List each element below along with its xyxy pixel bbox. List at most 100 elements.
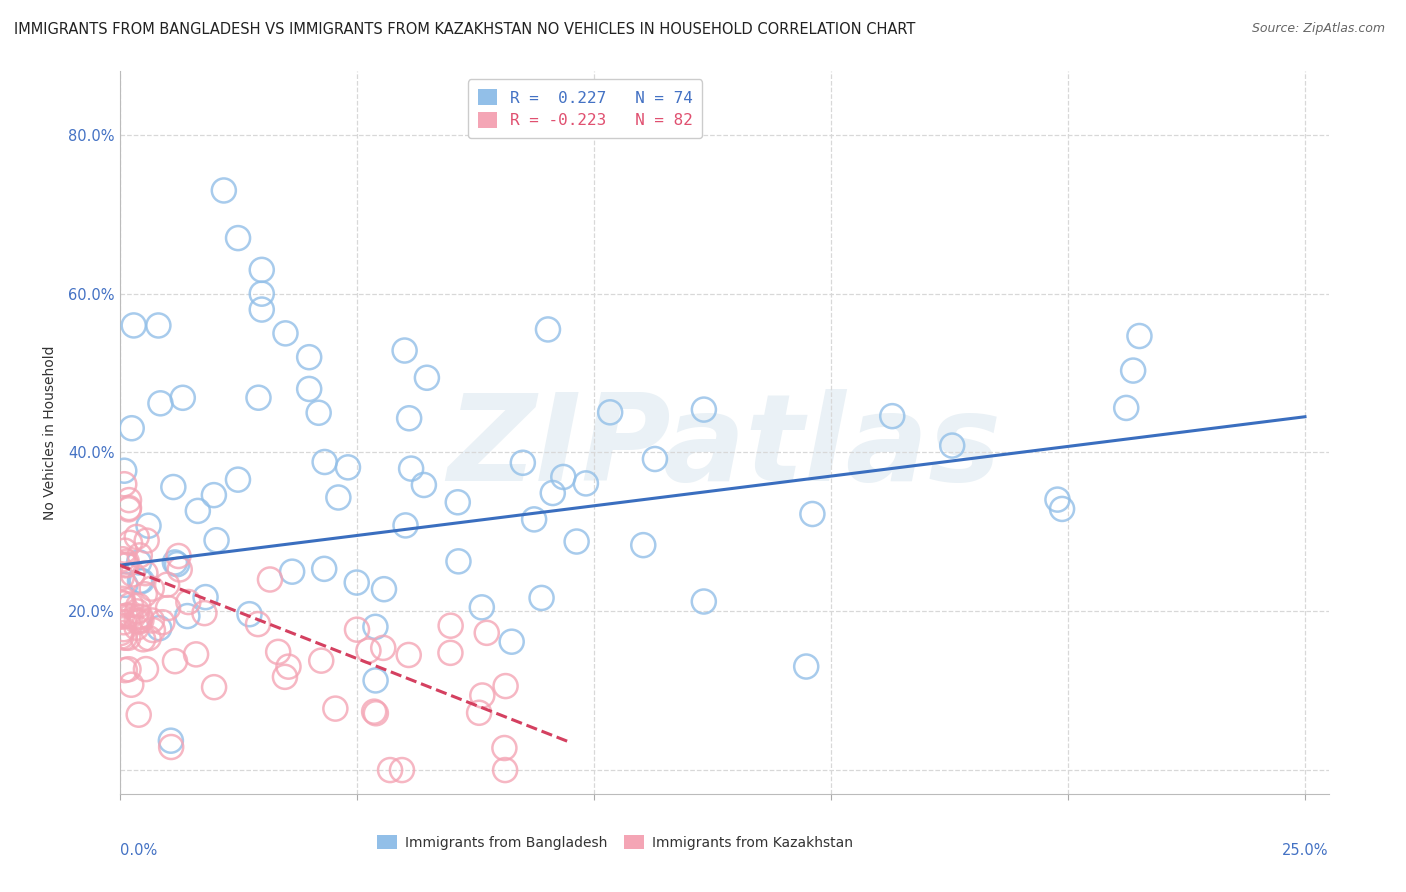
Point <box>128 556 150 570</box>
Point <box>111 591 134 606</box>
Point <box>115 558 138 572</box>
Point <box>114 663 136 677</box>
Point <box>501 634 523 648</box>
Point <box>328 491 350 505</box>
Point <box>156 578 179 592</box>
Point <box>112 615 135 630</box>
Point <box>357 643 380 657</box>
Point <box>205 533 228 548</box>
Point <box>565 534 588 549</box>
Point <box>373 640 395 655</box>
Legend: Immigrants from Bangladesh, Immigrants from Kazakhstan: Immigrants from Bangladesh, Immigrants f… <box>373 830 859 855</box>
Point <box>391 763 413 777</box>
Point <box>394 518 416 533</box>
Point <box>148 621 170 635</box>
Point <box>274 670 297 684</box>
Point <box>394 343 416 358</box>
Point <box>468 706 491 720</box>
Point <box>314 455 336 469</box>
Point <box>267 645 290 659</box>
Point <box>114 609 136 624</box>
Point <box>141 614 163 628</box>
Point <box>309 654 332 668</box>
Point <box>111 552 134 566</box>
Point <box>193 606 215 620</box>
Point <box>125 530 148 544</box>
Point <box>277 659 299 673</box>
Point <box>250 286 273 301</box>
Point <box>163 654 186 668</box>
Point <box>135 533 157 548</box>
Point <box>112 477 135 491</box>
Point <box>274 326 297 341</box>
Point <box>163 556 186 570</box>
Point <box>149 396 172 410</box>
Point <box>439 646 461 660</box>
Point <box>373 582 395 597</box>
Text: ZIPatlas: ZIPatlas <box>447 389 1001 506</box>
Point <box>142 623 165 637</box>
Point <box>475 625 498 640</box>
Point <box>416 370 439 384</box>
Point <box>150 615 173 630</box>
Point <box>246 617 269 632</box>
Point <box>471 600 494 615</box>
Point <box>346 623 368 637</box>
Point <box>134 587 156 601</box>
Point <box>794 659 817 673</box>
Point <box>167 549 190 563</box>
Point <box>128 707 150 722</box>
Point <box>537 322 560 336</box>
Point <box>364 620 387 634</box>
Point <box>131 574 153 588</box>
Point <box>132 632 155 647</box>
Point <box>128 549 150 563</box>
Point <box>112 622 135 636</box>
Point <box>398 648 420 662</box>
Point <box>114 543 136 558</box>
Point <box>184 648 207 662</box>
Point <box>298 382 321 396</box>
Point <box>693 402 716 417</box>
Point <box>194 590 217 604</box>
Point <box>308 406 330 420</box>
Point <box>250 263 273 277</box>
Point <box>346 575 368 590</box>
Point <box>135 662 157 676</box>
Point <box>363 705 385 719</box>
Point <box>114 578 136 592</box>
Point <box>1115 401 1137 415</box>
Point <box>118 501 141 516</box>
Point <box>212 184 235 198</box>
Point <box>336 460 359 475</box>
Point <box>494 763 516 777</box>
Point <box>471 689 494 703</box>
Point <box>633 538 655 552</box>
Point <box>160 733 183 747</box>
Point <box>364 673 387 688</box>
Point <box>127 599 149 613</box>
Point <box>111 570 134 584</box>
Point <box>117 662 139 676</box>
Point <box>882 409 904 424</box>
Point <box>125 621 148 635</box>
Point <box>117 631 139 645</box>
Point <box>110 595 132 609</box>
Point <box>1046 492 1069 507</box>
Point <box>187 504 209 518</box>
Point <box>1128 329 1150 343</box>
Point <box>226 231 249 245</box>
Point <box>398 411 420 425</box>
Point <box>141 582 163 596</box>
Text: IMMIGRANTS FROM BANGLADESH VS IMMIGRANTS FROM KAZAKHSTAN NO VEHICLES IN HOUSEHOL: IMMIGRANTS FROM BANGLADESH VS IMMIGRANTS… <box>14 22 915 37</box>
Point <box>495 679 517 693</box>
Point <box>202 488 225 502</box>
Point <box>125 614 148 628</box>
Point <box>941 439 963 453</box>
Point <box>115 558 138 573</box>
Point <box>121 567 143 582</box>
Point <box>118 493 141 508</box>
Point <box>115 555 138 569</box>
Point <box>134 566 156 581</box>
Point <box>378 763 401 777</box>
